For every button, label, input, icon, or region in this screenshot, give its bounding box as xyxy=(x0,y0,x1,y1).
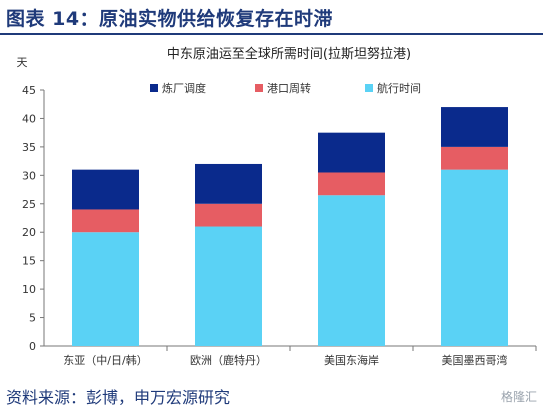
x-category-label: 东亚（中/日/韩） xyxy=(63,353,147,367)
bar-segment xyxy=(195,226,262,346)
x-category-label: 美国墨西哥湾 xyxy=(442,353,508,367)
bar-segment xyxy=(195,203,262,227)
bars xyxy=(72,107,508,346)
watermark: 格隆汇 xyxy=(500,390,537,404)
y-tick-label: 40 xyxy=(22,112,36,125)
legend-label: 航行时间 xyxy=(377,81,421,95)
bar-segment xyxy=(72,232,139,346)
y-tick-label: 5 xyxy=(29,312,36,325)
source-note: 资料来源：彭博，申万宏源研究 xyxy=(6,388,231,407)
legend-swatch xyxy=(150,84,158,92)
bar-segment xyxy=(72,209,139,233)
figure-title: 图表 14：原油实物供给恢复存在时滞 xyxy=(6,8,334,30)
bar-segment xyxy=(72,169,139,210)
legend-swatch xyxy=(365,84,373,92)
title-rule xyxy=(0,33,543,35)
y-tick-label: 45 xyxy=(22,84,36,97)
bar-segment xyxy=(195,163,262,204)
y-tick-label: 30 xyxy=(22,169,36,182)
legend-swatch xyxy=(255,84,263,92)
legend: 炼厂调度 港口周转 航行时间 xyxy=(150,81,421,95)
axes: 0 5 10 15 20 25 30 35 40 45 东亚（中/日/韩） 欧洲（鹿特丹） 美国东海岸 美… xyxy=(22,84,537,367)
x-category-label: 美国东海岸 xyxy=(324,353,379,367)
bar-segment xyxy=(441,146,508,170)
y-tick-label: 0 xyxy=(29,340,36,353)
bar-segment xyxy=(318,132,385,173)
y-tick-label: 35 xyxy=(22,141,36,154)
x-category-label: 欧洲（鹿特丹） xyxy=(190,353,267,367)
legend-label: 港口周转 xyxy=(267,81,311,95)
y-tick-label: 10 xyxy=(22,283,36,296)
bar-segment xyxy=(441,169,508,346)
y-tick-label: 15 xyxy=(22,255,36,268)
bar-segment xyxy=(318,195,385,346)
chart-title: 中东原油运至全球所需时间(拉斯坦努拉港) xyxy=(167,46,411,62)
y-tick-label: 25 xyxy=(22,198,36,211)
legend-label: 炼厂调度 xyxy=(162,81,206,95)
bar-segment xyxy=(318,172,385,196)
y-tick-label: 20 xyxy=(22,226,36,239)
bar-segment xyxy=(441,107,508,147)
y-axis-label: 天 xyxy=(17,56,28,69)
